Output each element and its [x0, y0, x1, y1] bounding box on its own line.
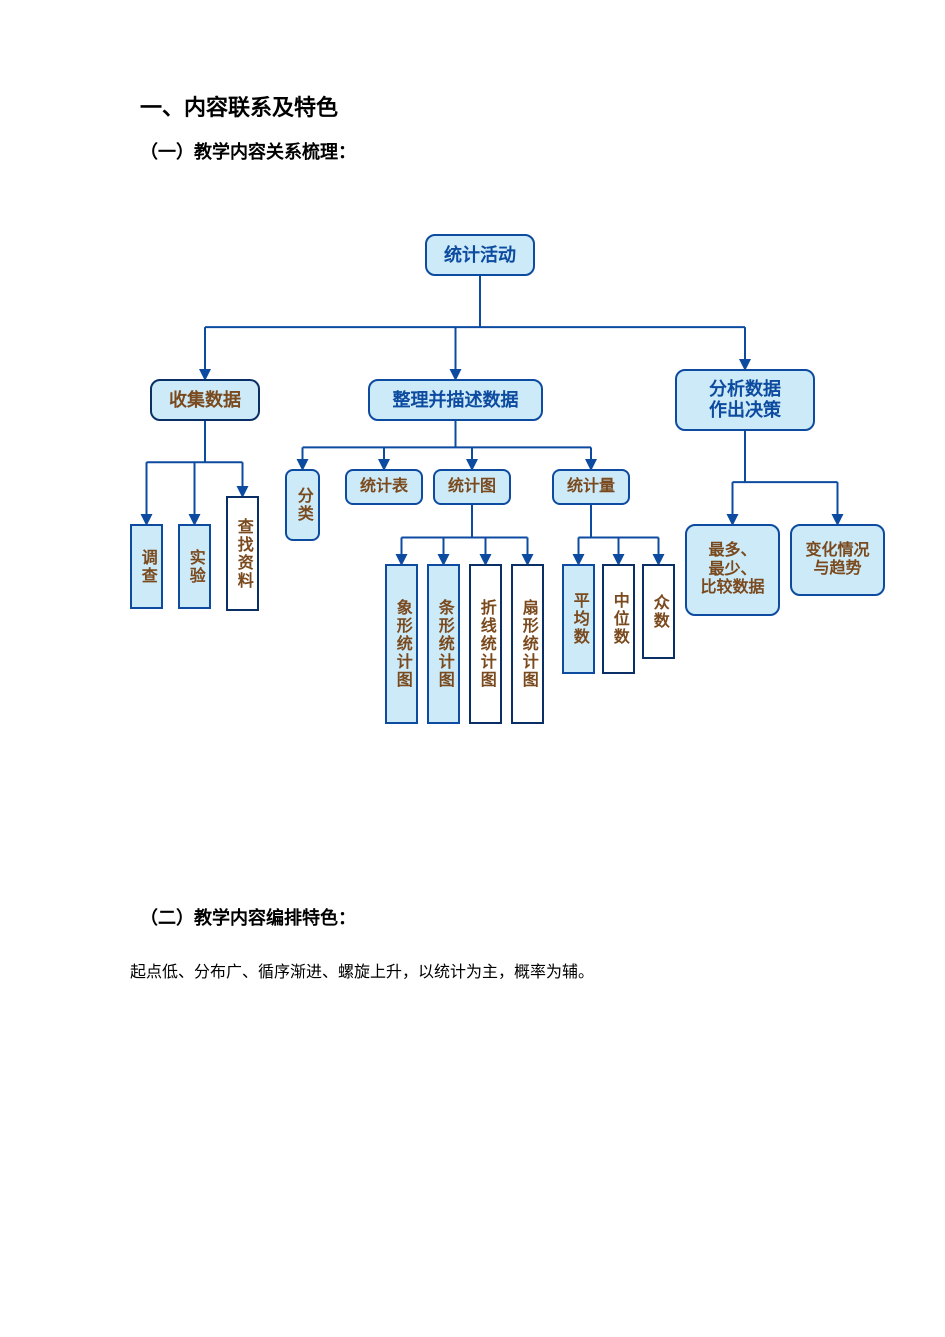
- node-d_bianhua: 变化情况 与趋势: [790, 524, 885, 596]
- section-title: 一、内容联系及特色: [140, 90, 825, 122]
- node-b1: 收集数据: [150, 379, 260, 421]
- node-g_tiao: 条形统计图: [427, 564, 460, 724]
- node-q_zhong: 中位数: [602, 564, 635, 674]
- node-root: 统计活动: [425, 234, 535, 276]
- node-c_tjbiao: 统计表: [345, 469, 423, 505]
- node-q_zs: 众数: [642, 564, 675, 659]
- node-c_tjtu: 统计图: [433, 469, 511, 505]
- node-l_shiyan: 实验: [178, 524, 211, 609]
- node-l_cz: 查找资料: [226, 496, 259, 611]
- node-g_zhe: 折线统计图: [469, 564, 502, 724]
- node-l_diaocha: 调查: [130, 524, 163, 609]
- node-g_xiang: 象形统计图: [385, 564, 418, 724]
- subsection-1-title: （一）教学内容关系梳理：: [140, 138, 825, 164]
- feature-paragraph: 起点低、分布广、循序渐进、螺旋上升，以统计为主，概率为辅。: [130, 960, 825, 986]
- node-c_fenlei: 分类: [285, 469, 320, 541]
- node-b3: 分析数据 作出决策: [675, 369, 815, 431]
- node-d_zuiduo: 最多、 最少、 比较数据: [685, 524, 780, 616]
- hierarchy-diagram: 统计活动收集数据 整理并描述数据 分析数据 作出决策分类统计表统计图 统计量调查实验查…: [130, 234, 880, 814]
- document-page: 一、内容联系及特色 （一）教学内容关系梳理： 统计活动收集数据 整理并描述数据 分析…: [0, 0, 945, 1086]
- subsection-2-title: （二）教学内容编排特色：: [140, 904, 825, 930]
- node-c_tjliang: 统计量: [552, 469, 630, 505]
- node-q_ping: 平均数: [562, 564, 595, 674]
- node-g_shan: 扇形统计图: [511, 564, 544, 724]
- node-b2: 整理并描述数据: [368, 379, 543, 421]
